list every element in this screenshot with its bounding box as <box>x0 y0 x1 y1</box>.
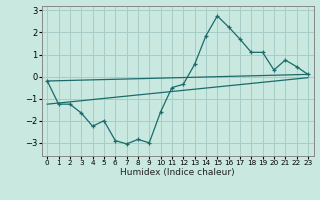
X-axis label: Humidex (Indice chaleur): Humidex (Indice chaleur) <box>120 168 235 177</box>
